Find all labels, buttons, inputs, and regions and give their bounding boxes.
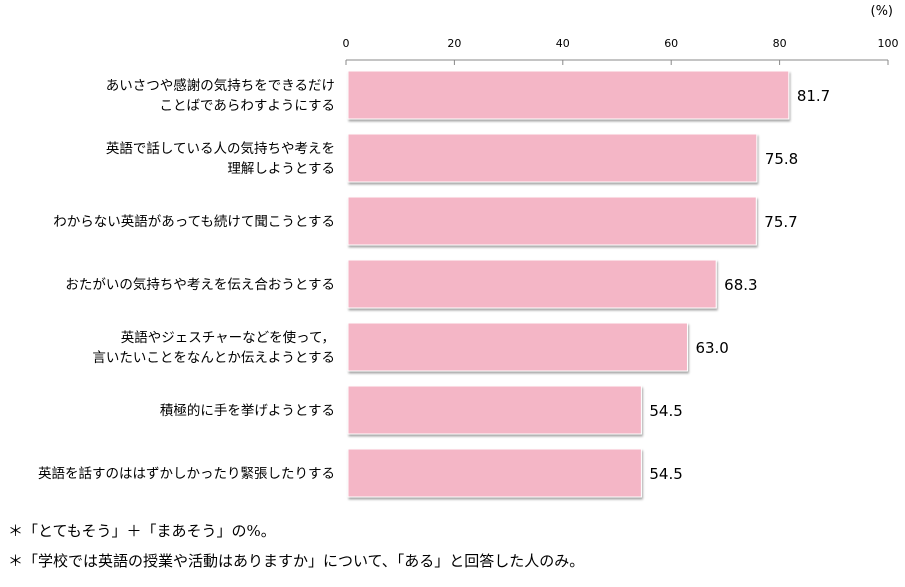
- value-label: 63.0: [695, 339, 728, 357]
- bar: [347, 196, 757, 246]
- category-label: 言いたいことをなんとか伝えようとする: [92, 350, 335, 366]
- x-tick-label: 40: [556, 37, 570, 50]
- x-tick-label: 80: [773, 37, 787, 50]
- category-label: おたがいの気持ちや考えを伝え合おうとする: [65, 277, 335, 293]
- value-label: 68.3: [724, 276, 757, 294]
- category-label: 英語を話すのははずかしかったり緊張したりする: [38, 465, 335, 482]
- unit-label: (%): [871, 4, 894, 19]
- footnote-1: ＊「とてもそう」＋「まあそう」の%。: [8, 522, 276, 540]
- category-label: わからない英語があっても続けて聞こうとする: [53, 213, 335, 230]
- footnote-2: ＊「学校では英語の授業や活動はありますか」について、「ある」と回答した人のみ。: [8, 552, 585, 570]
- value-label: 54.5: [649, 402, 682, 420]
- category-label: ことばであらわすようにする: [160, 98, 336, 114]
- x-tick-label: 20: [447, 37, 461, 50]
- bar: [347, 70, 790, 120]
- bar: [347, 448, 642, 498]
- category-label: 理解しようとする: [227, 161, 335, 177]
- category-label: 積極的に手を挙げようとする: [160, 403, 335, 419]
- category-label: 英語で話している人の気持ちや考えを: [106, 140, 335, 157]
- x-tick-label: 60: [664, 37, 678, 50]
- bar: [347, 322, 688, 372]
- bar: [347, 385, 642, 435]
- x-axis: 0 20 40 60 80 100: [343, 37, 899, 65]
- x-tick-label: 100: [878, 37, 899, 50]
- category-label: あいさつや感謝の気持ちをできるだけ: [106, 77, 335, 94]
- value-label: 75.7: [764, 213, 797, 231]
- value-label: 81.7: [797, 87, 830, 105]
- x-tick-label: 0: [343, 37, 350, 50]
- value-label: 54.5: [649, 465, 682, 483]
- bar: [347, 133, 758, 183]
- bar: [347, 259, 717, 309]
- value-label: 75.8: [765, 150, 798, 168]
- category-label: 英語やジェスチャーなどを使って，: [121, 329, 335, 346]
